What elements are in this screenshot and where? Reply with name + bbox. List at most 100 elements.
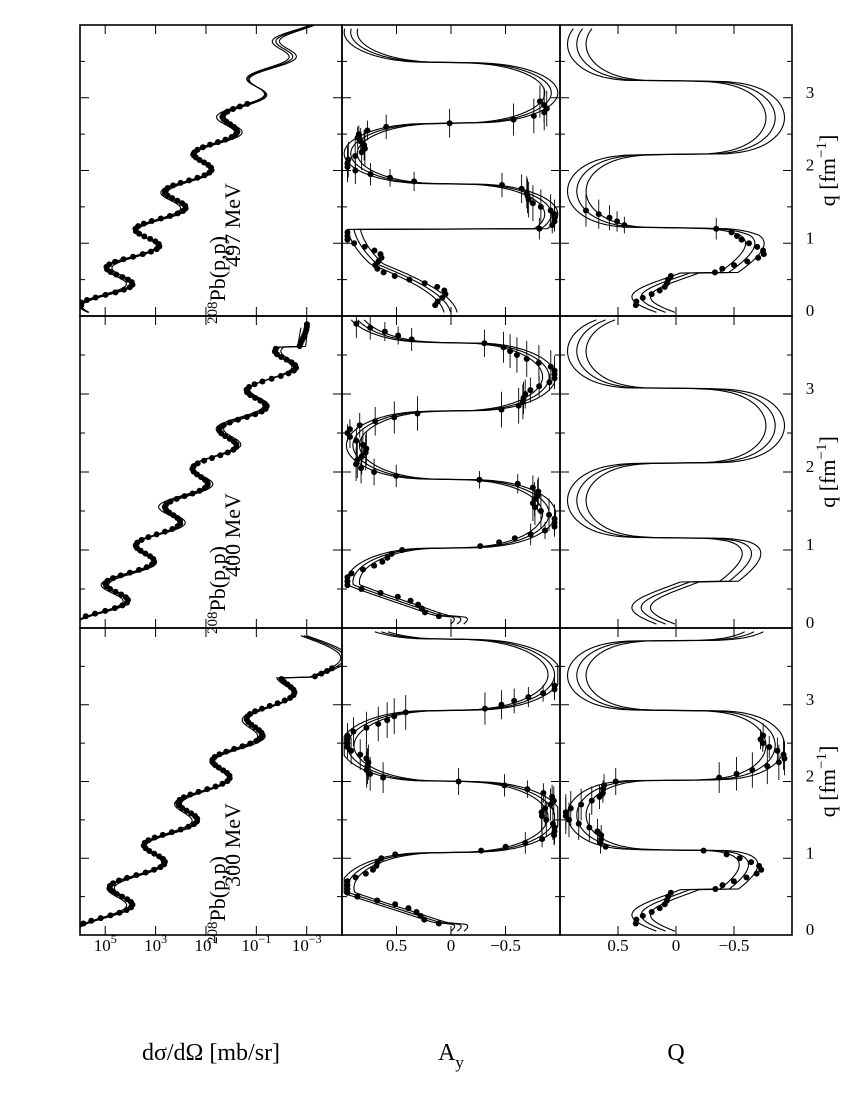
data-point [195,788,202,795]
panel-r0-c0: 105 103 101 10−1 10−3 [79,627,343,955]
data-point [112,289,119,296]
panel-r2-c0: 0.5 0 −0.5 0 1 2 3 [559,627,815,955]
x-tick-label: 0 [806,613,815,632]
data-point [733,770,740,777]
x-axis-labels: q [fm−1] q [fm−1] q [fm−1] [814,135,840,818]
data-point [214,139,221,146]
y-tick-label: 103 [144,932,167,955]
data-point [130,253,137,260]
data-point [540,690,547,697]
data-point [272,345,279,352]
data-point [186,177,193,184]
data-point [527,531,534,538]
data-point [546,379,553,386]
data-point [220,422,227,429]
data-point [97,915,104,922]
data-point [371,469,378,475]
data-point [434,298,441,305]
data-point [80,920,87,927]
data-point [511,697,518,704]
data-point [219,780,226,787]
data-point [156,853,163,860]
data-point [348,747,355,754]
data-point [536,225,543,232]
data-point [251,381,258,388]
data-point [145,534,152,541]
column-title-reaction: 208Pb(p,p) [205,546,230,634]
data-point [185,823,192,830]
data-point [399,547,406,553]
data-point [119,602,126,609]
x-tick-label: 0 [806,920,815,939]
data-point [755,254,762,261]
data-point [257,397,264,404]
data-point [147,248,154,255]
data-point [606,214,613,221]
y-tick-label: −0.5 [719,936,750,955]
data-point [285,370,292,377]
data-point [551,682,558,689]
data-point [164,184,171,191]
x-tick-label: 1 [806,843,815,862]
data-point [252,411,259,418]
data-point [278,353,285,360]
data-point [361,243,368,250]
data-point [83,296,90,303]
data-point [522,391,529,397]
data-point [363,445,370,452]
data-point [524,786,531,793]
data-point [281,697,288,704]
data-point [595,211,602,218]
data-point [393,472,400,479]
data-point [377,251,384,258]
data-point [391,414,398,421]
data-point [602,843,609,850]
data-point [274,700,281,707]
panel-r2-c2: 0 1 2 3 [559,24,814,320]
data-point [92,610,99,617]
data-point [194,460,201,467]
data-point [88,917,95,924]
data-point [234,416,241,423]
data-point [352,874,359,881]
data-point [411,178,418,185]
ylabel-spin-rotation: Q [667,1040,684,1066]
data-point [764,763,771,770]
svg-text:Ay: Ay [438,1040,464,1072]
data-point [596,793,603,800]
data-point [405,905,412,912]
data-point [354,893,361,900]
data-point [180,794,187,801]
theory-curve [576,28,776,313]
svg-text:dσ/dΩ [mb/sr]: dσ/dΩ [mb/sr] [142,1040,280,1066]
data-point [173,495,180,502]
data-point [562,809,569,816]
data-point [379,558,386,565]
data-point [236,103,243,110]
data-point [266,702,273,709]
data-point [217,452,224,459]
data-point [151,866,158,873]
theory-curve [81,25,311,313]
data-point [736,855,743,862]
data-point [478,847,485,854]
data-point [278,676,285,683]
data-point [252,394,259,401]
data-point [380,774,387,781]
data-point [82,613,89,620]
data-point [612,778,619,785]
data-point [170,182,177,189]
data-point [774,747,781,754]
data-point [530,112,537,119]
data-point [588,797,595,804]
data-point [549,793,556,800]
data-point [169,525,176,532]
data-point [363,724,370,731]
y-tick-label: 105 [94,932,117,955]
data-point [633,916,640,923]
data-point [414,410,421,417]
data-point [402,709,409,716]
data-point [212,783,219,790]
data-point [766,743,773,750]
